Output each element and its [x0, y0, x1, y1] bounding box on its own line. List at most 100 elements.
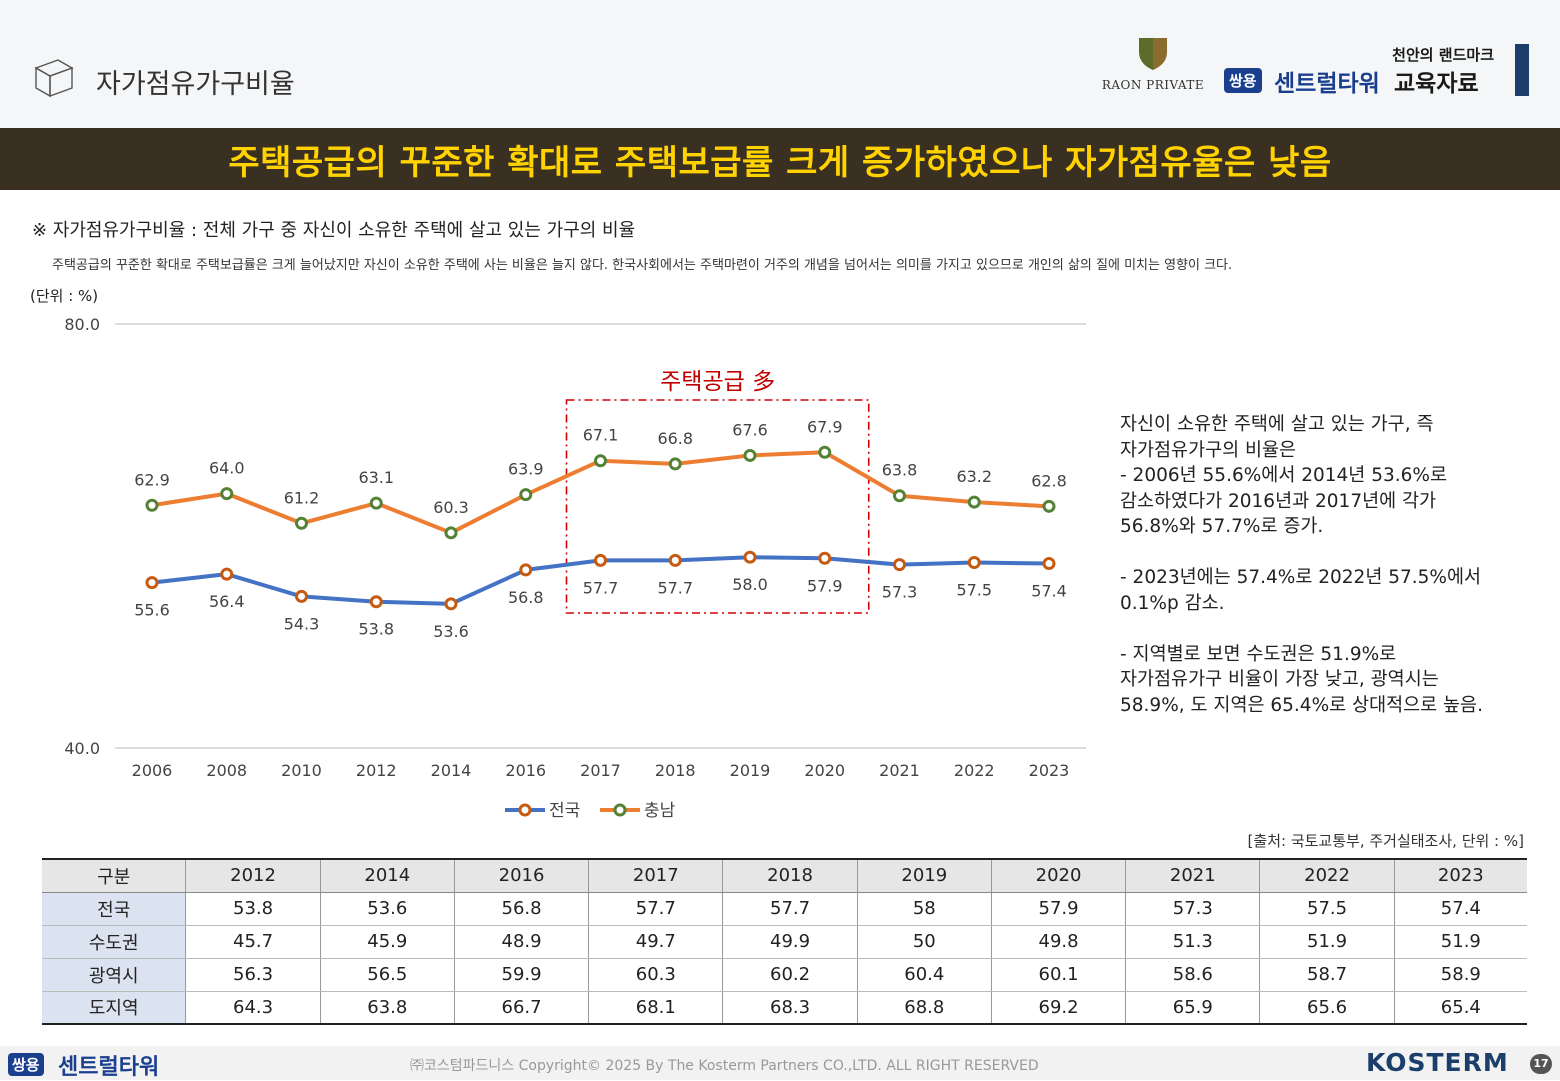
table-row-header: 수도권	[42, 925, 187, 959]
table-cell: 57.3	[1125, 892, 1261, 926]
table-cell: 57.4	[1394, 892, 1527, 926]
table-cell: 60.2	[722, 958, 858, 992]
table-cell: 45.9	[320, 925, 455, 959]
table-row-header: 전국	[42, 892, 187, 926]
data-point	[145, 576, 159, 590]
data-label: 57.7	[583, 578, 619, 597]
data-label: 57.5	[956, 581, 992, 600]
data-label: 66.8	[657, 429, 693, 448]
table-cell: 56.5	[320, 958, 455, 992]
table-header-cell: 2020	[991, 858, 1127, 893]
source-note: [출처: 국토교통부, 주거실태조사, 단위 : %]	[1247, 832, 1524, 850]
table-cell: 45.7	[185, 925, 321, 959]
table-header-cell: 2014	[320, 858, 455, 893]
table-cell: 49.7	[588, 925, 724, 959]
x-tick-label: 2019	[730, 761, 771, 780]
data-point	[1042, 499, 1056, 513]
table-row: 수도권 45.7 45.9 48.9 49.7 49.9 50 49.8 51.…	[42, 925, 1527, 959]
x-tick-label: 2018	[655, 761, 696, 780]
data-label: 58.0	[732, 575, 768, 594]
table-cell: 56.3	[185, 958, 321, 992]
data-point	[743, 550, 757, 564]
x-tick-label: 2010	[281, 761, 322, 780]
data-label: 56.4	[209, 592, 245, 611]
data-point	[295, 589, 308, 603]
data-label: 67.6	[732, 420, 768, 439]
summary-text: 자신이 소유한 주택에 살고 있는 가구, 즉 자가점유가구의 비율은 - 20…	[1120, 414, 1483, 716]
table-row: 도지역 64.3 63.8 66.7 68.1 68.3 68.8 69.2 6…	[42, 991, 1527, 1025]
x-tick-label: 2020	[804, 761, 845, 780]
table-cell: 68.1	[588, 991, 724, 1025]
data-point	[444, 597, 458, 611]
table-header-cell: 2018	[722, 858, 858, 893]
table-cell: 58	[857, 892, 992, 926]
table-row: 광역시 56.3 56.5 59.9 60.3 60.2 60.4 60.1 5…	[42, 958, 1527, 992]
table-cell: 49.9	[722, 925, 858, 959]
page-number: 17	[1530, 1054, 1552, 1074]
data-label: 61.2	[284, 488, 320, 507]
table-cell: 50	[857, 925, 992, 959]
table-cell: 58.7	[1259, 958, 1395, 992]
data-point	[519, 563, 533, 577]
data-label: 57.7	[657, 578, 693, 597]
data-label: 54.3	[284, 614, 320, 633]
data-label: 63.1	[358, 468, 394, 487]
data-label: 63.8	[882, 461, 918, 480]
brand-suffix: 교육자료	[1394, 71, 1479, 97]
table-cell: 53.6	[320, 892, 455, 926]
data-table: 구분 2012 2014 2016 2017 2018 2019 2020 20…	[42, 858, 1527, 1025]
data-point	[220, 487, 234, 501]
data-point	[818, 551, 832, 565]
data-point	[818, 445, 832, 459]
table-header-cell: 2019	[857, 858, 992, 893]
x-tick-label: 2008	[206, 761, 247, 780]
table-cell: 68.8	[857, 991, 992, 1025]
data-point	[967, 495, 981, 509]
table-cell: 60.4	[857, 958, 992, 992]
data-label: 62.8	[1031, 471, 1067, 490]
cube-icon	[34, 59, 74, 98]
data-label: 67.9	[807, 417, 843, 436]
x-tick-label: 2006	[132, 761, 173, 780]
table-header-cell: 2021	[1125, 858, 1261, 893]
brand-name: 센트럴타워	[1274, 71, 1380, 97]
x-tick-label: 2017	[580, 761, 621, 780]
data-point	[893, 489, 906, 503]
data-point	[893, 558, 906, 572]
table-header-cell: 2016	[454, 858, 590, 893]
raon-private-logo: RAON PRIVATE	[1098, 36, 1208, 96]
data-label: 55.6	[134, 601, 170, 620]
x-tick-label: 2021	[879, 761, 920, 780]
brand-tagline: 천안의 랜드마크	[1392, 46, 1494, 64]
table-cell: 64.3	[185, 991, 321, 1025]
data-point	[369, 595, 383, 609]
data-label: 62.9	[134, 470, 170, 489]
table-cell: 51.9	[1394, 925, 1527, 959]
table-cell: 57.5	[1259, 892, 1395, 926]
data-label: 53.6	[433, 622, 469, 641]
legend-marker	[613, 803, 627, 817]
data-label: 60.3	[433, 498, 469, 517]
table-header-cell: 구분	[42, 858, 187, 893]
data-point	[295, 516, 308, 530]
data-label: 64.0	[209, 459, 245, 478]
x-tick-label: 2012	[356, 761, 397, 780]
table-cell: 68.3	[722, 991, 858, 1025]
table-cell: 58.9	[1394, 958, 1527, 992]
data-label: 57.9	[807, 576, 843, 595]
table-row-header: 도지역	[42, 991, 187, 1025]
table-cell: 65.4	[1394, 991, 1527, 1025]
table-cell: 60.3	[588, 958, 724, 992]
headline-text: 주택공급의 꾸준한 확대로 주택보급률 크게 증가하였으나 자가점유율은 낮음	[228, 142, 1332, 183]
table-cell: 69.2	[991, 991, 1127, 1025]
raon-text: RAON PRIVATE	[1101, 78, 1205, 92]
data-point	[519, 488, 533, 502]
table-row: 전국 53.8 53.6 56.8 57.7 57.7 58 57.9 57.3…	[42, 892, 1527, 926]
line-chart: 40.0 80.0 2006 2008 2010 2012 2014 2016 2017 2018…	[64, 315, 1086, 821]
table-cell: 66.7	[454, 991, 590, 1025]
table-cell: 63.8	[320, 991, 455, 1025]
table-header-cell: 2023	[1394, 858, 1527, 893]
table-cell: 60.1	[991, 958, 1127, 992]
data-label: 67.1	[583, 426, 619, 445]
data-label: 53.8	[358, 620, 394, 639]
